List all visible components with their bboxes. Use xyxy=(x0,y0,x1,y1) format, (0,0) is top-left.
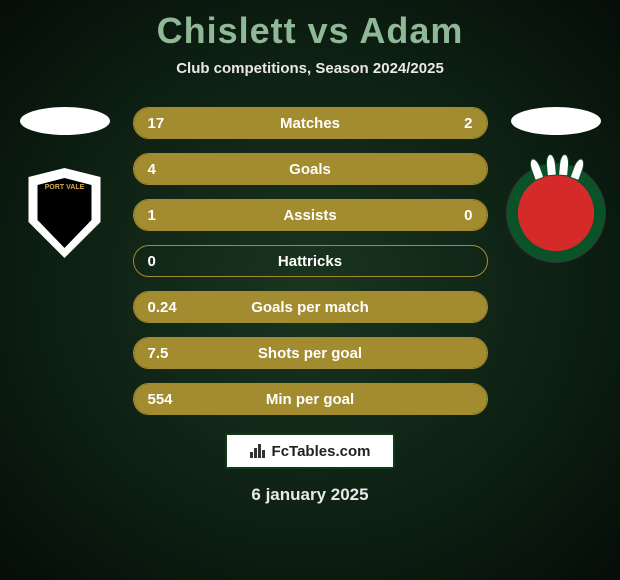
stat-label: Goals per match xyxy=(134,299,487,316)
stat-bar: 7.5Shots per goal xyxy=(133,337,488,369)
right-side xyxy=(506,107,606,263)
brand-text: FcTables.com xyxy=(272,443,371,460)
team-badge-left: PORT VALE xyxy=(15,163,115,263)
wrexham-circle xyxy=(506,163,606,263)
player-silhouette-left xyxy=(20,107,110,135)
stat-bar: 0Hattricks xyxy=(133,245,488,277)
chart-icon xyxy=(250,444,268,458)
comparison-main: PORT VALE 17Matches24Goals1Assists00Hatt… xyxy=(0,107,620,415)
team-badge-right xyxy=(506,163,606,263)
stat-label: Matches xyxy=(134,115,487,132)
page-title: Chislett vs Adam xyxy=(0,0,620,52)
date-text: 6 january 2025 xyxy=(0,485,620,505)
port-vale-shield: PORT VALE xyxy=(25,168,105,258)
left-side: PORT VALE xyxy=(15,107,115,263)
brand-badge: FcTables.com xyxy=(225,433,395,469)
stat-label: Min per goal xyxy=(134,391,487,408)
stat-bar: 1Assists0 xyxy=(133,199,488,231)
stat-bar: 554Min per goal xyxy=(133,383,488,415)
subtitle: Club competitions, Season 2024/2025 xyxy=(0,60,620,77)
stat-bar: 4Goals xyxy=(133,153,488,185)
feathers-icon xyxy=(521,156,591,176)
player-silhouette-right xyxy=(511,107,601,135)
stat-label: Hattricks xyxy=(134,253,487,270)
stat-value-right: 0 xyxy=(464,207,472,224)
stat-bar: 17Matches2 xyxy=(133,107,488,139)
badge-text-left: PORT VALE xyxy=(45,184,85,191)
stat-label: Goals xyxy=(134,161,487,178)
stat-value-right: 2 xyxy=(464,115,472,132)
stat-bars: 17Matches24Goals1Assists00Hattricks0.24G… xyxy=(133,107,488,415)
stat-label: Assists xyxy=(134,207,487,224)
stat-label: Shots per goal xyxy=(134,345,487,362)
stat-bar: 0.24Goals per match xyxy=(133,291,488,323)
